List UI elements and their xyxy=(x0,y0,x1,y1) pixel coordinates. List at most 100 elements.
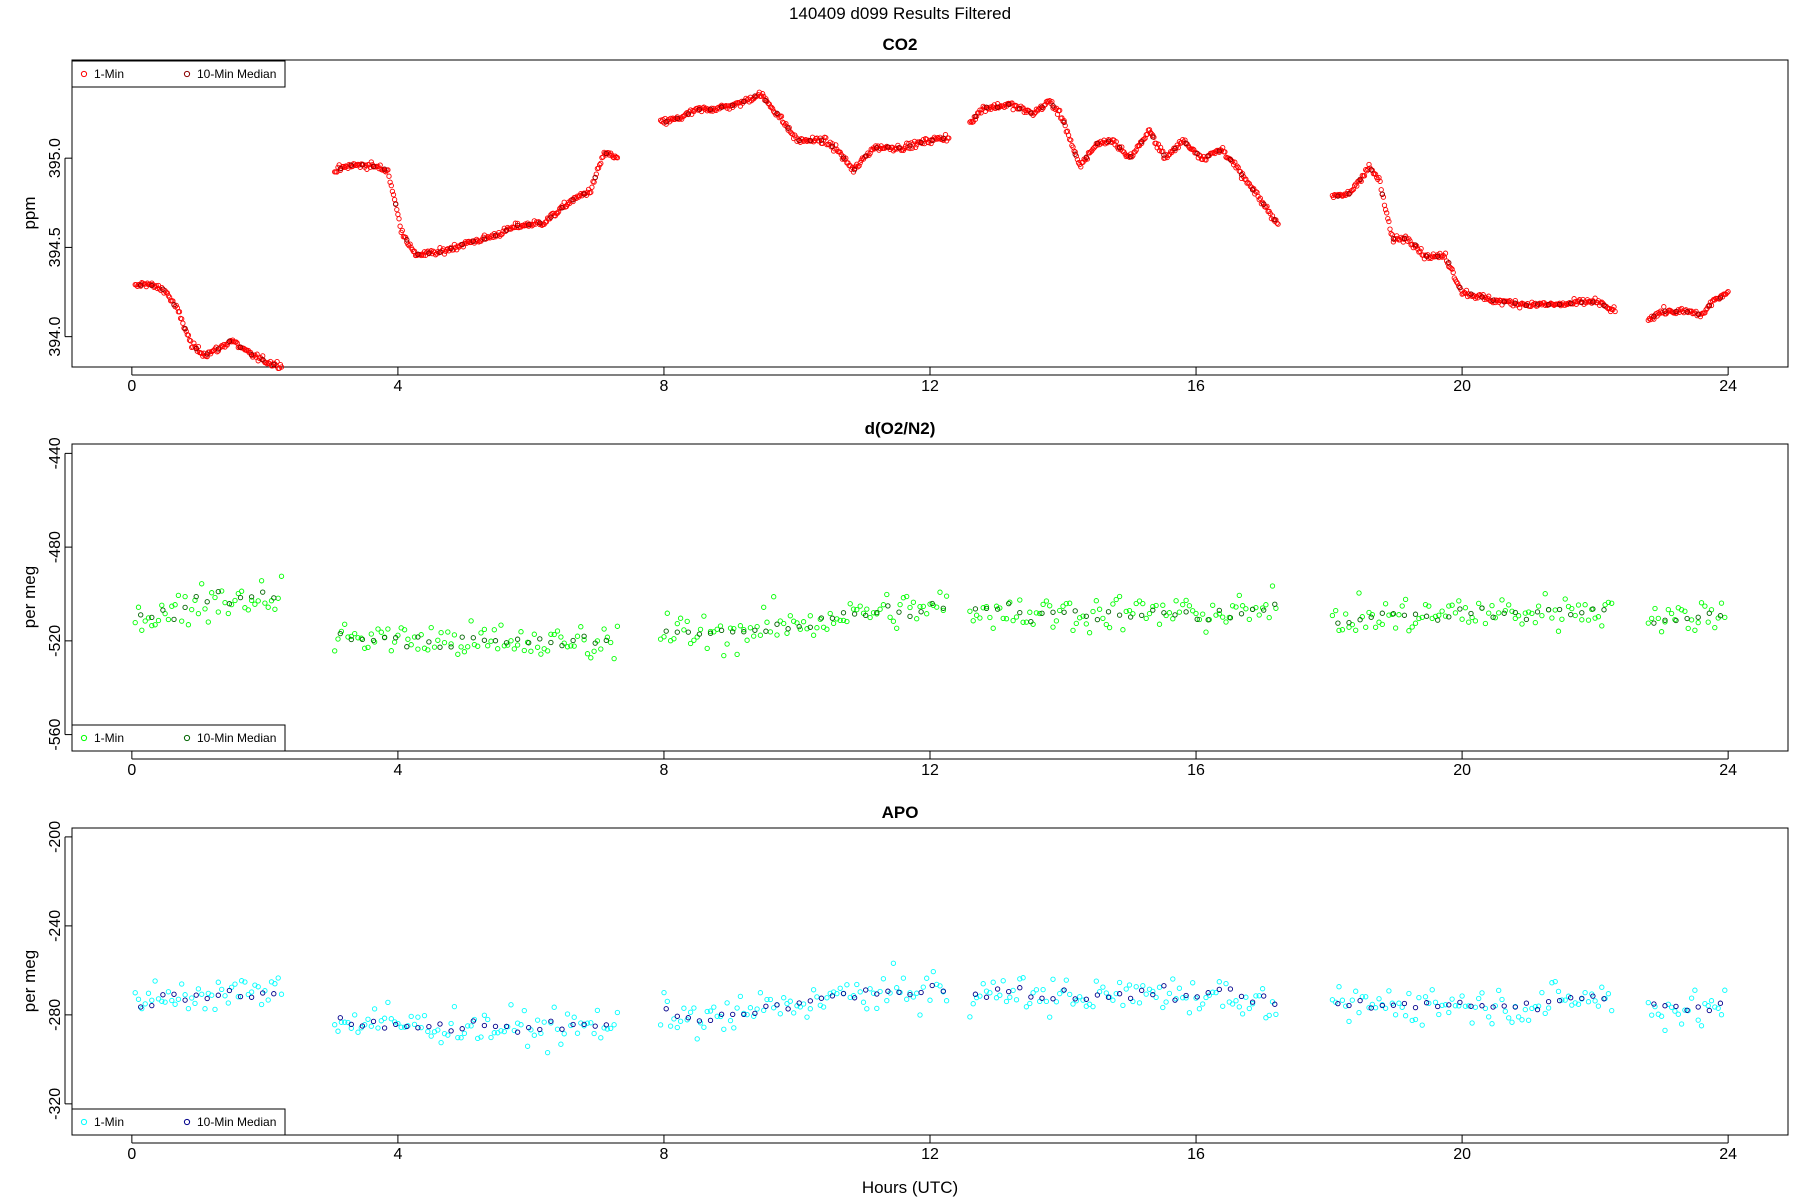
point-1-min xyxy=(485,1016,491,1023)
point-1-min xyxy=(418,1024,424,1031)
point-1-min xyxy=(857,603,863,609)
point-1-min xyxy=(891,146,898,152)
legend-marker-1-min xyxy=(80,1118,88,1126)
point-10-min-median xyxy=(1673,617,1679,624)
point-1-min xyxy=(1007,599,1013,605)
x-tick-label: 8 xyxy=(660,378,669,395)
point-1-min xyxy=(1692,627,1698,633)
point-1-min xyxy=(1416,615,1422,622)
point-1-min xyxy=(1409,1017,1415,1024)
point-1-min xyxy=(1432,613,1439,620)
point-10-min-median xyxy=(1423,253,1430,259)
point-10-min-median xyxy=(448,245,454,252)
point-1-min xyxy=(1386,612,1392,618)
point-10-min-median xyxy=(526,640,532,646)
point-1-min xyxy=(1482,620,1489,627)
point-10-min-median xyxy=(581,1021,587,1028)
point-1-min xyxy=(1482,1005,1489,1012)
point-10-min-median xyxy=(204,351,210,357)
point-10-min-median xyxy=(1590,606,1596,612)
point-1-min xyxy=(135,996,142,1002)
point-1-min xyxy=(448,641,454,647)
point-1-min xyxy=(425,1028,431,1035)
point-1-min xyxy=(1682,608,1688,614)
point-1-min xyxy=(395,211,401,218)
point-1-min xyxy=(1438,253,1444,259)
point-1-min xyxy=(362,645,368,651)
point-10-min-median xyxy=(1568,611,1574,618)
point-10-min-median xyxy=(1523,1000,1530,1006)
x-tick-label: 16 xyxy=(1187,762,1205,779)
point-1-min xyxy=(455,651,461,657)
point-1-min xyxy=(601,626,607,632)
point-1-min xyxy=(967,1014,973,1020)
point-1-min xyxy=(578,1020,584,1026)
point-1-min xyxy=(1549,615,1555,621)
point-1-min xyxy=(415,646,421,652)
point-1-min xyxy=(973,612,980,618)
point-10-min-median xyxy=(829,615,836,621)
point-1-min xyxy=(564,644,571,650)
point-1-min xyxy=(664,610,670,616)
point-1-min xyxy=(445,629,451,635)
data-points xyxy=(132,960,1728,1056)
point-1-min xyxy=(1363,167,1369,173)
point-1-min xyxy=(342,621,348,627)
legend-label-1-min: 1-Min xyxy=(94,731,124,745)
point-1-min xyxy=(1213,989,1219,996)
point-10-min-median xyxy=(1006,101,1012,108)
point-1-min xyxy=(1023,1004,1030,1010)
point-1-min xyxy=(1552,607,1558,613)
point-1-min xyxy=(1678,1021,1685,1027)
point-1-min xyxy=(701,613,707,619)
point-1-min xyxy=(1253,993,1259,999)
point-1-min xyxy=(778,113,785,119)
point-1-min xyxy=(1130,998,1136,1005)
point-1-min xyxy=(664,998,670,1005)
point-1-min xyxy=(1070,627,1076,634)
point-10-min-median xyxy=(393,1021,399,1028)
point-1-min xyxy=(767,996,774,1003)
point-1-min xyxy=(1404,235,1410,241)
legend-box xyxy=(71,724,286,752)
point-1-min xyxy=(1572,612,1578,619)
point-10-min-median xyxy=(1590,993,1596,999)
point-1-min xyxy=(1043,598,1050,604)
y-tick-label: -200 xyxy=(47,821,64,853)
point-1-min xyxy=(408,1013,414,1020)
point-10-min-median xyxy=(337,630,343,637)
point-1-min xyxy=(1166,990,1173,997)
point-1-min xyxy=(1170,616,1176,622)
point-1-min xyxy=(977,993,983,999)
point-1-min xyxy=(368,1023,374,1029)
point-10-min-median xyxy=(1183,992,1189,999)
y-tick-label: -480 xyxy=(47,531,64,563)
point-1-min xyxy=(1091,145,1097,151)
point-1-min xyxy=(769,105,776,112)
point-10-min-median xyxy=(874,609,880,616)
point-1-min xyxy=(183,328,189,334)
point-10-min-median xyxy=(1172,612,1178,618)
point-1-min xyxy=(1512,615,1518,622)
point-1-min xyxy=(890,618,897,624)
point-1-min xyxy=(1275,221,1281,227)
point-1-min xyxy=(1399,1004,1405,1010)
point-1-min xyxy=(1196,616,1203,623)
point-10-min-median xyxy=(437,249,443,255)
point-1-min xyxy=(145,990,152,996)
point-10-min-median xyxy=(1435,1003,1441,1010)
point-10-min-median xyxy=(1446,260,1452,266)
point-10-min-median xyxy=(929,982,935,989)
point-1-min xyxy=(1356,1009,1362,1016)
point-1-min xyxy=(501,1028,507,1035)
point-10-min-median xyxy=(1390,1002,1397,1008)
point-1-min xyxy=(608,1025,614,1032)
point-10-min-median xyxy=(1706,1007,1712,1014)
point-10-min-median xyxy=(940,605,946,611)
plot-frame xyxy=(71,827,1789,1136)
point-10-min-median xyxy=(1072,151,1078,157)
point-1-min xyxy=(594,1007,601,1014)
point-1-min xyxy=(1609,600,1615,606)
point-1-min xyxy=(1113,596,1119,603)
legend-label-10-min-median: 10-Min Median xyxy=(197,731,276,745)
